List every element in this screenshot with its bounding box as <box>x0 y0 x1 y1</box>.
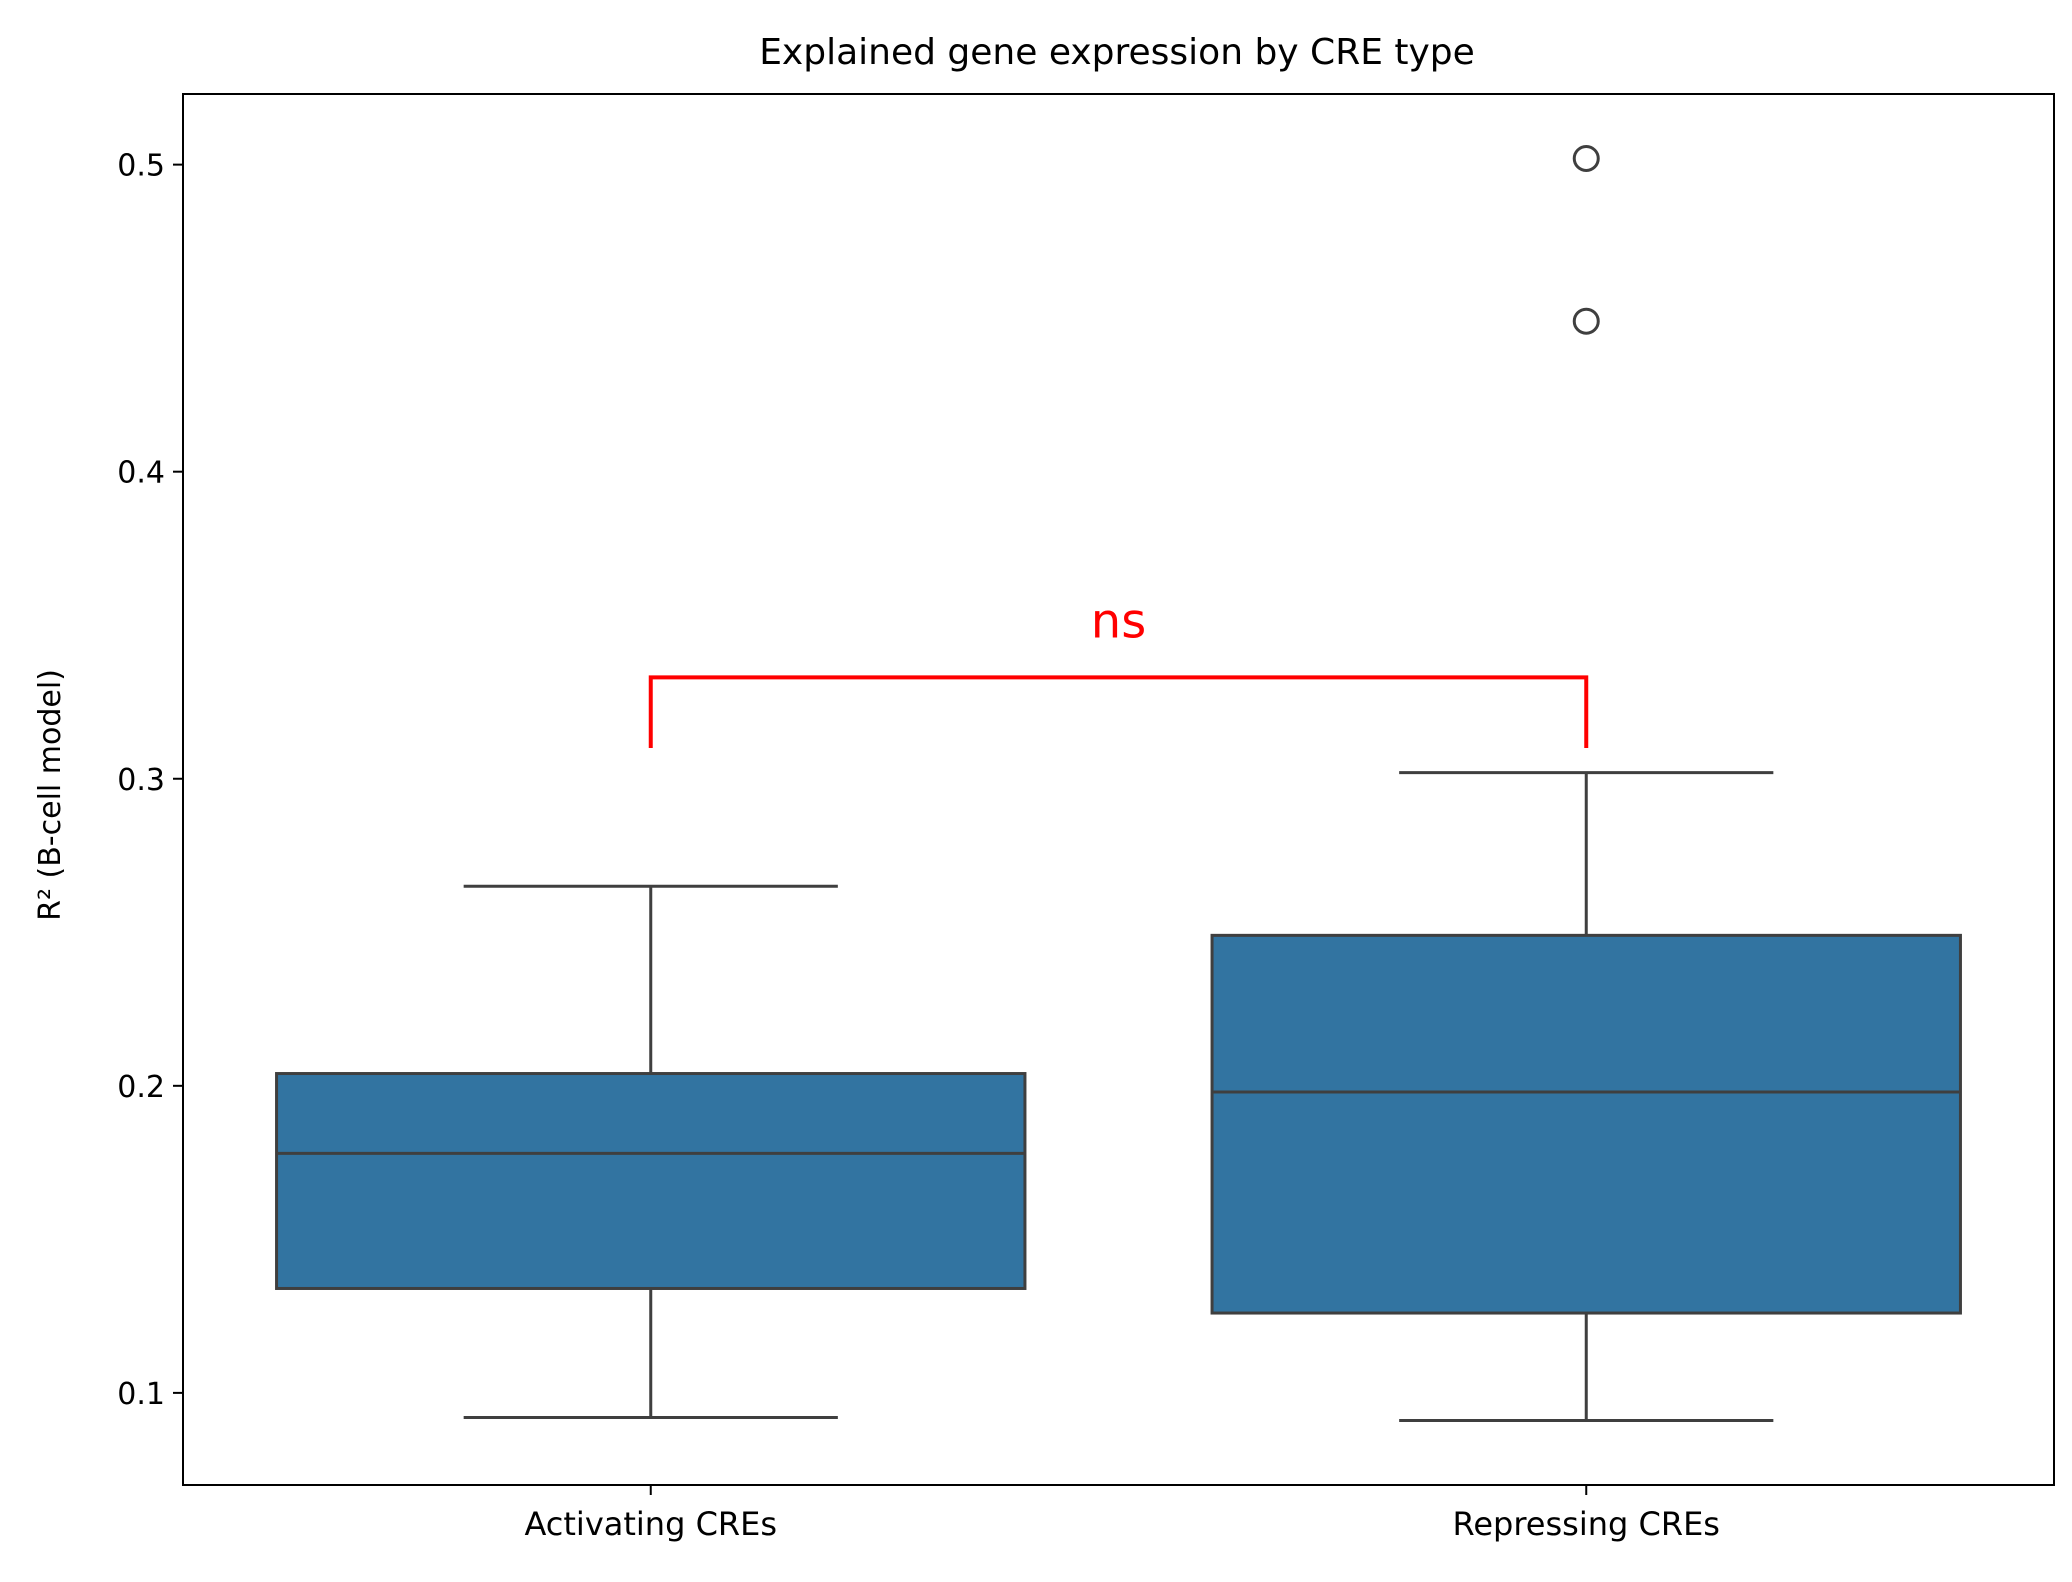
outlier-point <box>1572 144 1600 172</box>
outlier-point <box>1572 307 1600 335</box>
x-tick-label: Repressing CREs <box>1453 1505 1720 1543</box>
y-axis-label: R² (B-cell model) <box>33 669 68 921</box>
iqr-box <box>275 1072 1027 1290</box>
significance-annotation: ns <box>648 593 1589 749</box>
significance-label: ns <box>1091 593 1146 649</box>
chart-title: Explained gene expression by CRE type <box>759 32 1475 73</box>
plot-frame <box>182 93 2055 1486</box>
x-tick-label: Activating CREs <box>524 1505 777 1543</box>
x-axis: Activating CREs Repressing CREs <box>524 1485 1720 1543</box>
y-tick-label: 0.5 <box>117 149 165 184</box>
iqr-box <box>1210 933 1962 1315</box>
box-group <box>1210 144 1962 1423</box>
y-tick-label: 0.4 <box>117 456 165 491</box>
y-axis: 0.1 0.2 0.3 0.4 0.5 <box>117 149 183 1412</box>
significance-bracket <box>648 675 1589 749</box>
y-tick-label: 0.3 <box>117 763 165 798</box>
y-tick-label: 0.2 <box>117 1070 165 1105</box>
y-tick-label: 0.1 <box>117 1377 165 1412</box>
plot-area <box>275 144 1962 1423</box>
box-group <box>275 884 1027 1419</box>
